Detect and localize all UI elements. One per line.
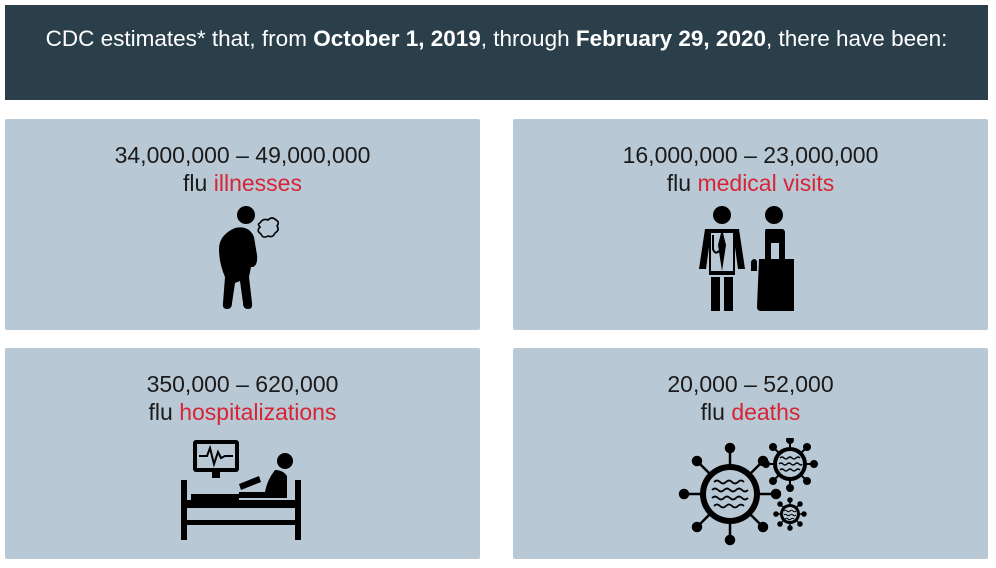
deaths-accent: deaths bbox=[731, 399, 801, 425]
hospitalizations-range: 350,000 – 620,000 bbox=[146, 371, 339, 397]
medical-visits-prefix: flu bbox=[666, 170, 698, 196]
card-medical-visits: 16,000,000 – 23,000,000 flu medical visi… bbox=[513, 119, 988, 330]
sick-person-coughing-icon bbox=[219, 206, 280, 309]
illnesses-accent: illnesses bbox=[213, 170, 302, 196]
medical-visits-accent: medical visits bbox=[697, 170, 835, 196]
summary-header: CDC estimates* that, from October 1, 201… bbox=[5, 5, 988, 100]
card-deaths: 20,000 – 52,000 flu deaths bbox=[513, 348, 988, 559]
medical-visits-range: 16,000,000 – 23,000,000 bbox=[622, 142, 879, 168]
header-date-end: February 29, 2020 bbox=[575, 26, 766, 51]
header-text-pre: CDC estimates* that, from bbox=[45, 26, 314, 51]
hospitalizations-label: flu hospitalizations bbox=[5, 398, 480, 426]
hospitalizations-accent: hospitalizations bbox=[179, 399, 337, 425]
card-illnesses: 34,000,000 – 49,000,000 flu illnesses bbox=[5, 119, 480, 330]
doctor-patient-icon bbox=[699, 206, 794, 311]
illnesses-prefix: flu bbox=[183, 170, 214, 196]
hospitalizations-prefix: flu bbox=[148, 399, 180, 425]
card-hospitalizations: 350,000 – 620,000 flu hospitalizations bbox=[5, 348, 480, 559]
virus-icon bbox=[678, 438, 818, 546]
hospital-bed-monitor-icon bbox=[181, 440, 301, 540]
illnesses-label: flu illnesses bbox=[5, 169, 480, 197]
medical-visits-label: flu medical visits bbox=[513, 169, 988, 197]
header-text-mid: , through bbox=[480, 26, 576, 51]
deaths-label: flu deaths bbox=[513, 398, 988, 426]
deaths-prefix: flu bbox=[700, 399, 732, 425]
illnesses-range: 34,000,000 – 49,000,000 bbox=[114, 142, 371, 168]
header-date-start: October 1, 2019 bbox=[313, 26, 481, 51]
header-text-post: , there have been: bbox=[765, 26, 948, 51]
deaths-range: 20,000 – 52,000 bbox=[667, 371, 834, 397]
